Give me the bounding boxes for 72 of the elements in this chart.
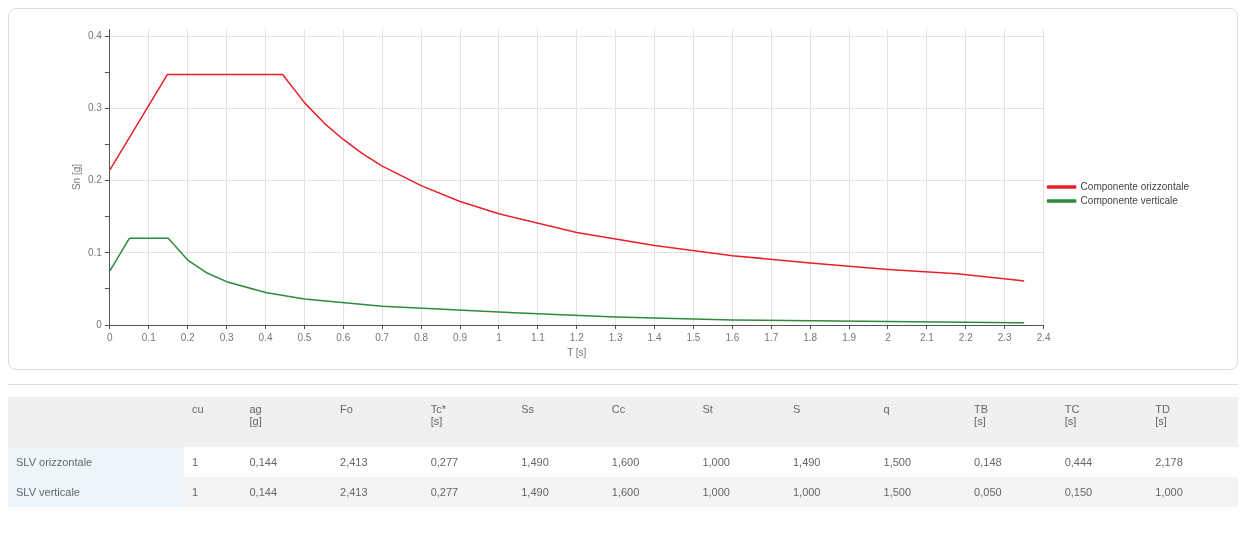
text: 0,148 xyxy=(974,456,1002,468)
legend-label: Componente orizzontale xyxy=(1080,180,1190,192)
category-label: TC [s] xyxy=(1063,402,1081,429)
x-tick-label: 1.8 xyxy=(803,331,818,343)
x-tick-label: 1.4 xyxy=(647,331,662,343)
category-label: Tc* [s] xyxy=(429,402,447,429)
text: 1,000 xyxy=(792,486,821,498)
category-label: Fo xyxy=(339,402,354,417)
text: 1,500 xyxy=(883,486,912,498)
y-tick-label: 0 xyxy=(96,318,103,330)
x-tick-label: 0.1 xyxy=(141,331,157,343)
text: 0,144 xyxy=(249,486,278,498)
category-label: S xyxy=(791,402,802,417)
text: 1,490 xyxy=(521,456,549,468)
x-tick-label: 1.7 xyxy=(764,331,779,343)
text: 0,277 xyxy=(430,486,459,498)
x-tick-label: 0.4 xyxy=(258,331,273,343)
x-tick-label: 1.9 xyxy=(842,331,857,343)
category-label: St xyxy=(701,402,714,417)
x-tick-label: 1.5 xyxy=(686,331,701,343)
x-axis-title: T [s] xyxy=(567,346,587,358)
text: 1 xyxy=(192,486,199,498)
category-label: Cc xyxy=(610,402,627,417)
text: 2,178 xyxy=(1155,456,1183,468)
x-tick-label: 0.6 xyxy=(336,331,351,343)
x-tick-label: 0.3 xyxy=(219,331,234,343)
x-tick-label: 2.2 xyxy=(958,331,974,343)
y-tick-label: 0.1 xyxy=(88,246,103,258)
x-tick-label: 0 xyxy=(107,331,114,343)
x-tick-label: 1.6 xyxy=(725,331,740,343)
text: 1,490 xyxy=(521,486,549,498)
x-tick-label: 1.2 xyxy=(569,331,585,343)
category-label: SLV orizzontale xyxy=(16,456,93,468)
x-tick-label: 0.8 xyxy=(414,331,429,343)
text: 1,600 xyxy=(611,486,640,498)
y-tick-label: 0.2 xyxy=(88,174,103,186)
y-tick-label: 0.3 xyxy=(88,102,103,114)
x-tick-label: 0.9 xyxy=(453,331,468,343)
x-tick-label: 2.3 xyxy=(997,331,1013,343)
x-tick-label: 2.1 xyxy=(919,331,935,343)
legend-label: Componente verticale xyxy=(1080,194,1179,206)
text: 1,000 xyxy=(702,486,730,498)
text: 2,413 xyxy=(340,486,368,498)
text: 0,150 xyxy=(1064,486,1093,498)
x-tick-label: 0.7 xyxy=(375,331,390,343)
x-tick-label: 1.3 xyxy=(608,331,624,343)
text: 2,413 xyxy=(340,456,368,468)
text: 0,144 xyxy=(249,456,278,468)
x-tick-label: 1 xyxy=(496,331,503,343)
text: 1,000 xyxy=(702,456,730,468)
category-label: SLV verticale xyxy=(16,486,80,498)
text: 0,444 xyxy=(1064,456,1093,468)
text: 1 xyxy=(192,456,199,468)
category-label: ag [g] xyxy=(248,402,263,429)
text: 0,050 xyxy=(974,486,1002,498)
category-label: TB [s] xyxy=(973,402,990,429)
category-label: TD [s] xyxy=(1154,402,1171,429)
text: 1,490 xyxy=(792,456,821,468)
x-tick-label: 0.2 xyxy=(180,331,196,343)
x-tick-label: 0.5 xyxy=(297,331,312,343)
category-label: cu xyxy=(191,402,205,417)
text: 1,500 xyxy=(883,456,912,468)
category-label: q xyxy=(882,402,891,417)
text: 1,600 xyxy=(611,456,640,468)
x-tick-label: 2 xyxy=(885,331,892,343)
x-tick-label: 1.1 xyxy=(530,331,546,343)
x-tick-label: 2.4 xyxy=(1036,331,1051,343)
y-axis-title: Sn [g] xyxy=(70,163,82,191)
text: 1,000 xyxy=(1155,486,1183,498)
category-label: Ss xyxy=(520,402,536,417)
text: 0,277 xyxy=(430,456,459,468)
y-tick-label: 0.4 xyxy=(88,29,103,41)
